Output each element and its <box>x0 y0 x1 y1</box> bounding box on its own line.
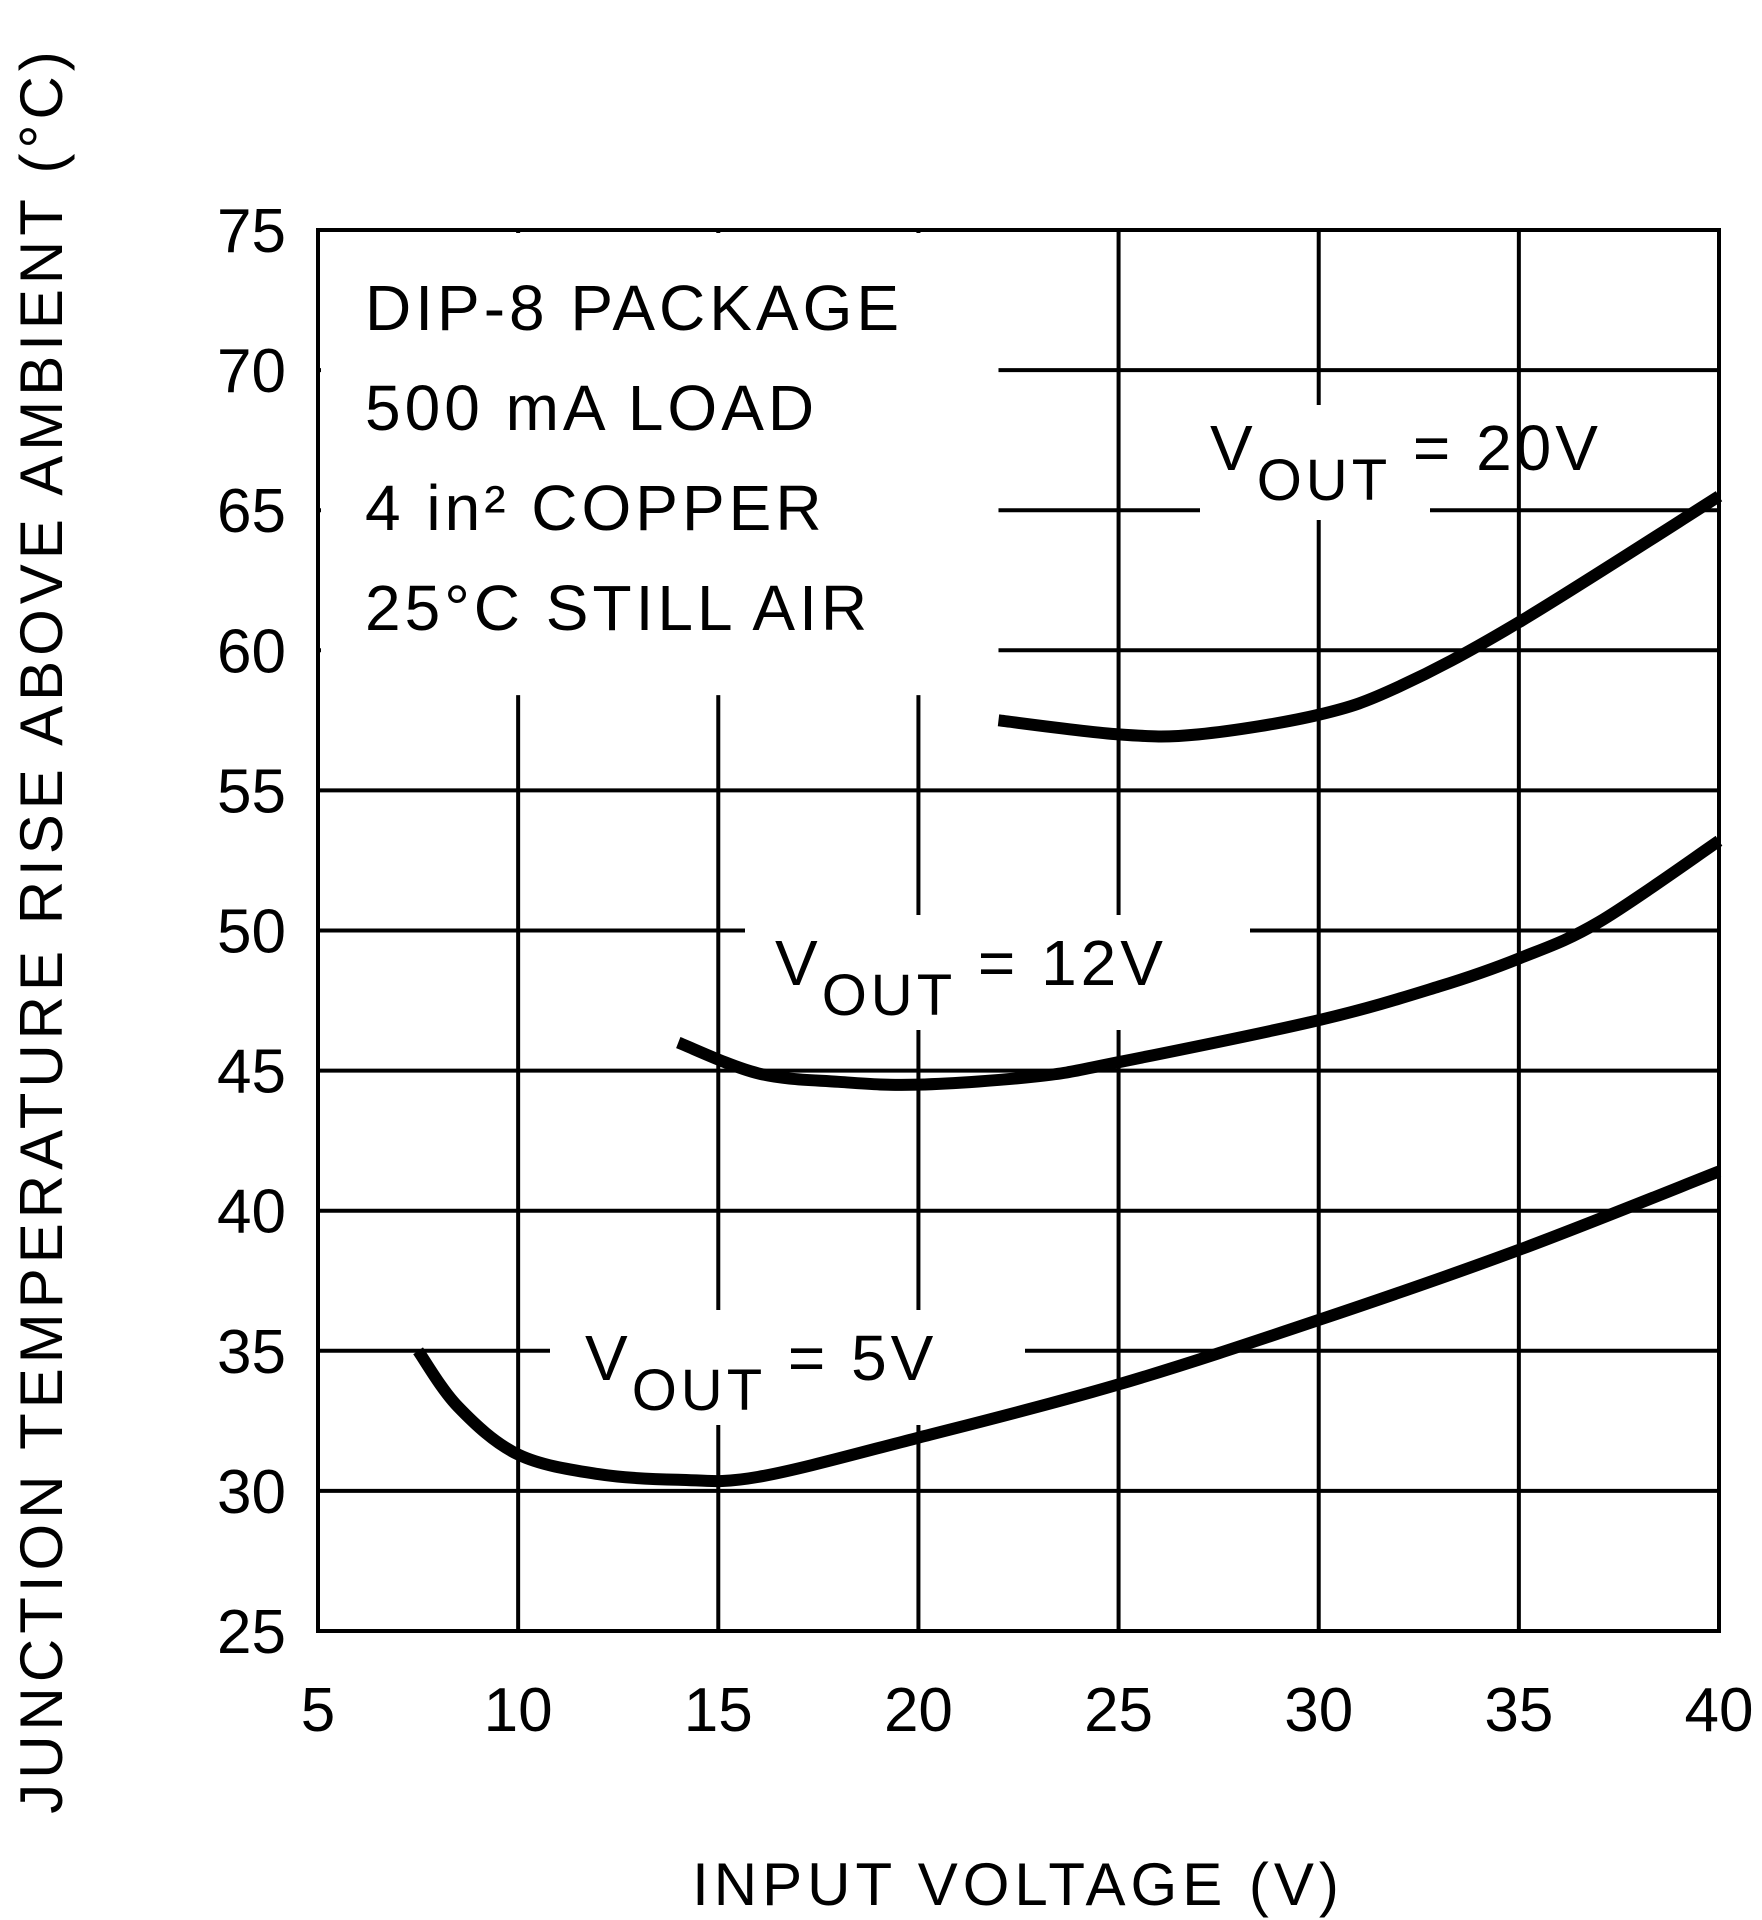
x-axis-label: INPUT VOLTAGE (V) <box>692 1851 1344 1918</box>
y-tick-label: 75 <box>217 197 286 266</box>
series-labels: VOUT = 20V VOUT = 12V VOUT = 5V <box>585 412 1602 1423</box>
series-label: VOUT = 20V <box>1210 412 1602 513</box>
series-line <box>676 835 1723 1091</box>
plot-frame <box>316 228 1721 1633</box>
y-tick-label: 60 <box>217 617 286 686</box>
series-label: VOUT = 12V <box>775 927 1167 1028</box>
series-line <box>997 491 1723 743</box>
x-tick-label: 25 <box>1084 1676 1153 1745</box>
conditions-mask <box>321 233 999 696</box>
y-tick-label: 70 <box>217 337 286 406</box>
condition-text: 500 mA LOAD <box>365 372 818 444</box>
x-tick-label: 35 <box>1484 1676 1553 1745</box>
condition-text: DIP-8 PACKAGE <box>365 272 903 344</box>
label-masks <box>321 233 1430 1425</box>
condition-text: 25°C STILL AIR <box>365 572 871 644</box>
condition-text: 4 in² COPPER <box>365 472 826 544</box>
series-label-mask <box>745 915 1250 1030</box>
series-label-mask <box>550 1310 1025 1425</box>
conditions-box: DIP-8 PACKAGE 500 mA LOAD 4 in² COPPER 25°C… <box>365 272 903 644</box>
y-tick-label: 40 <box>217 1178 286 1247</box>
series-label-mask <box>1200 405 1430 520</box>
y-tick-label: 35 <box>217 1318 286 1387</box>
y-tick-label: 45 <box>217 1038 286 1107</box>
series-line <box>413 1165 1722 1488</box>
y-tick-label: 65 <box>217 477 286 546</box>
x-tick-label: 10 <box>484 1676 553 1745</box>
x-tick-label: 40 <box>1685 1676 1754 1745</box>
curves <box>413 491 1723 1488</box>
y-axis-label: JUNCTION TEMPERATURE RISE ABOVE AMBIENT … <box>8 46 75 1814</box>
y-tick-label: 50 <box>217 898 286 967</box>
y-tick-label: 25 <box>217 1598 286 1667</box>
series-label: VOUT = 5V <box>585 1322 937 1423</box>
x-tick-label: 5 <box>301 1676 335 1745</box>
tick-labels: 5 10 15 20 25 30 35 40 25 30 35 40 45 50 55 60 65 70 75 <box>217 197 1753 1745</box>
y-tick-label: 55 <box>217 757 286 826</box>
x-tick-label: 20 <box>884 1676 953 1745</box>
x-tick-label: 15 <box>684 1676 753 1745</box>
y-tick-label: 30 <box>217 1458 286 1527</box>
x-tick-label: 30 <box>1284 1676 1353 1745</box>
